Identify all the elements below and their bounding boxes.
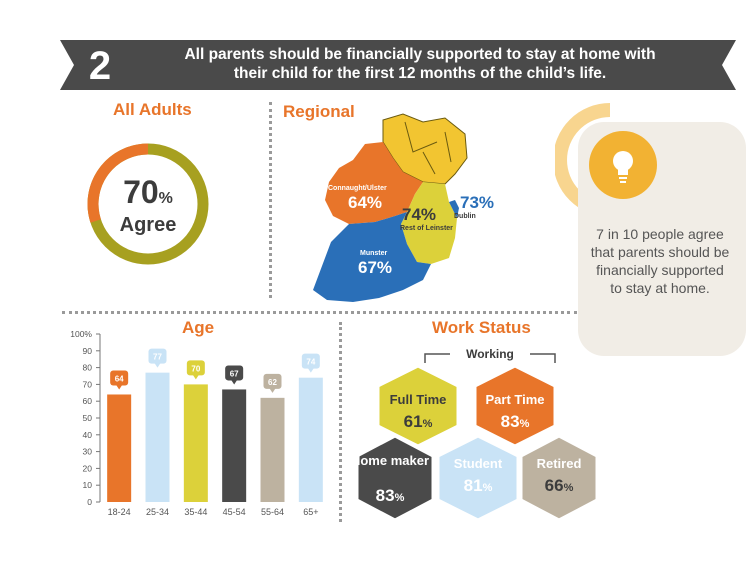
y-tick-label: 90: [83, 346, 93, 356]
region-name-rest-of-leinster: Rest of Leinster: [400, 225, 453, 232]
work-status-hexes: [355, 364, 599, 522]
hex-value-student: 81%: [463, 476, 493, 495]
map-region-munster: [313, 212, 431, 302]
hex-label-home-maker: Home maker: [350, 453, 430, 468]
map-region-connaught-ulster: [325, 142, 423, 224]
y-tick-label: 40: [83, 430, 93, 440]
y-tick-label: 10: [83, 480, 93, 490]
y-tick-label: 70: [83, 379, 93, 389]
hex-value-home-maker: 83%: [375, 486, 405, 505]
data-label: 74: [306, 358, 315, 367]
question-line-2: their child for the first 12 months of t…: [233, 65, 607, 82]
hex-label-student: Student: [453, 456, 503, 471]
title-banner: [60, 40, 736, 90]
hex-label-full-time: Full Time: [389, 392, 447, 407]
agree-unit: %: [158, 190, 173, 207]
divider-vertical-bottom: [339, 322, 342, 522]
agree-label: Agree: [119, 214, 177, 236]
region-value-munster: 67%: [358, 258, 393, 277]
map-region-dublin: [449, 200, 459, 218]
data-label-badge: [148, 348, 167, 364]
data-label: 62: [268, 378, 277, 387]
hex-part-time: [473, 364, 557, 448]
y-tick-label: 30: [83, 447, 93, 457]
data-label-pointer: [231, 379, 238, 385]
work-status-title: Work Status: [432, 318, 531, 337]
region-name-munster: Munster: [360, 250, 388, 257]
data-label-badge: [263, 373, 282, 389]
all-adults-title: All Adults: [113, 100, 192, 119]
hex-student: [436, 434, 520, 522]
hex-label-retired: Retired: [536, 456, 582, 471]
regional-title: Regional: [283, 102, 355, 121]
region-value-connaught: 64%: [348, 193, 383, 212]
y-tick-label: 60: [83, 396, 93, 406]
data-label-pointer: [269, 388, 276, 393]
question-text: All parents should be financially suppor…: [120, 45, 720, 83]
data-label-pointer: [307, 368, 314, 373]
age-bar-chart: 0 10 20 30 40 50 60 70 80 90 100% 64 18-24 77 25-34 70 3…: [70, 329, 323, 517]
lightbulb-icon: [589, 131, 657, 199]
x-tick-label: 65+: [303, 507, 318, 517]
data-label-badge: [186, 360, 205, 376]
hex-value-retired: 66%: [544, 476, 574, 495]
data-label: 70: [191, 364, 200, 373]
y-tick-label: 100%: [70, 329, 92, 339]
hex-value-part-time: 83%: [500, 412, 530, 431]
x-tick-label: 45-54: [223, 507, 246, 517]
data-label-badge: [110, 370, 129, 386]
divider-horizontal: [62, 311, 577, 314]
question-line-1: All parents should be financially suppor…: [184, 46, 656, 63]
map-region-rest-of-leinster: [401, 182, 457, 264]
hex-full-time: [376, 364, 460, 448]
y-tick-label: 0: [87, 497, 92, 507]
bar: [298, 377, 323, 502]
working-bracket: [424, 353, 556, 363]
data-label-pointer: [192, 374, 199, 380]
callout-text: 7 in 10 people agree that parents should…: [590, 226, 730, 296]
region-value-rest-of-leinster: 74%: [402, 205, 437, 224]
data-label: 64: [115, 374, 124, 383]
x-tick-label: 35-44: [184, 507, 207, 517]
bar: [145, 372, 170, 502]
hex-value-full-time: 61%: [403, 412, 433, 431]
y-tick-label: 20: [83, 463, 93, 473]
agree-number: 70: [123, 174, 159, 210]
bar: [107, 394, 132, 502]
data-label-badge: [225, 365, 244, 381]
data-label-pointer: [116, 384, 123, 390]
hex-label-part-time: Part Time: [485, 392, 545, 407]
donut-disagree-arc: [87, 143, 149, 223]
data-label-pointer: [154, 363, 161, 368]
divider-vertical-top: [269, 102, 272, 298]
x-tick-label: 55-64: [261, 507, 284, 517]
agree-value: 70%: [98, 174, 198, 211]
region-name-connaught: Connaught/Ulster: [328, 185, 387, 192]
region-name-dublin: Dublin: [454, 213, 476, 220]
x-tick-label: 25-34: [146, 507, 169, 517]
region-value-dublin: 73%: [460, 193, 495, 212]
bar: [183, 384, 208, 502]
bar: [222, 389, 247, 502]
question-number: 2: [88, 44, 112, 88]
hex-home-maker: [355, 434, 435, 522]
data-label: 67: [230, 369, 239, 378]
age-chart-title: Age: [182, 318, 215, 337]
data-label-badge: [301, 353, 320, 369]
bar: [260, 397, 285, 502]
map-county-lines: [404, 121, 452, 175]
data-label: 77: [153, 353, 162, 362]
x-tick-label: 18-24: [108, 507, 131, 517]
y-tick-label: 50: [83, 413, 93, 423]
ireland-map: [313, 113, 468, 302]
hex-retired: [519, 434, 599, 522]
working-label: Working: [466, 347, 514, 361]
y-tick-label: 80: [83, 363, 93, 373]
agree-donut: [87, 143, 209, 265]
